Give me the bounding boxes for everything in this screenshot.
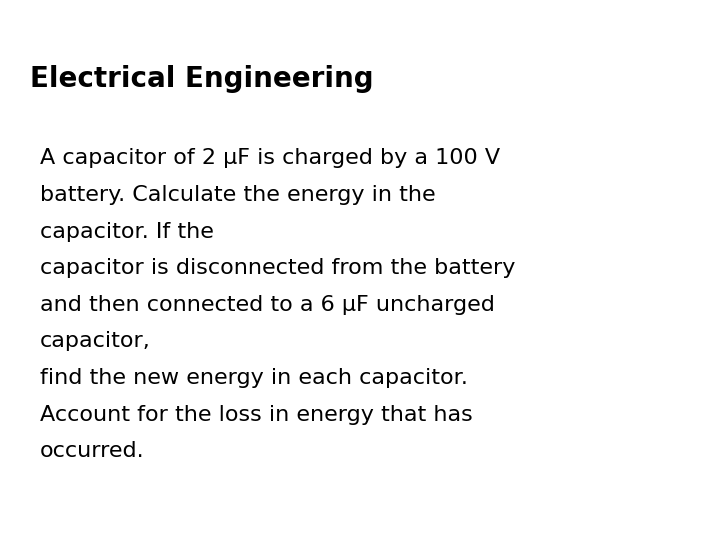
Text: capacitor is disconnected from the battery: capacitor is disconnected from the batte… <box>40 258 515 278</box>
Text: capacitor. If the: capacitor. If the <box>40 222 213 241</box>
Text: Electrical Engineering: Electrical Engineering <box>30 65 374 93</box>
Text: Account for the loss in energy that has: Account for the loss in energy that has <box>40 405 472 425</box>
Text: occurred.: occurred. <box>40 441 144 461</box>
Text: and then connected to a 6 μF uncharged: and then connected to a 6 μF uncharged <box>40 295 495 315</box>
Text: battery. Calculate the energy in the: battery. Calculate the energy in the <box>40 185 435 205</box>
Text: A capacitor of 2 μF is charged by a 100 V: A capacitor of 2 μF is charged by a 100 … <box>40 148 500 168</box>
Text: find the new energy in each capacitor.: find the new energy in each capacitor. <box>40 368 467 388</box>
Text: capacitor,: capacitor, <box>40 331 150 351</box>
